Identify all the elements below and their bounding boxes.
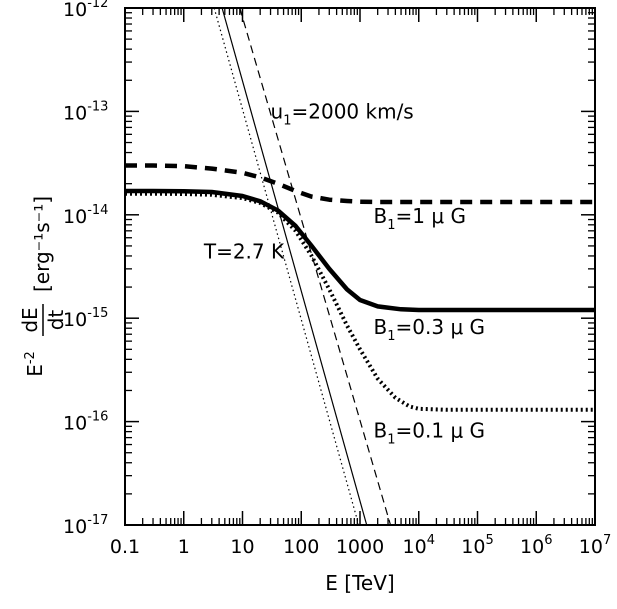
x-tick-label: 10	[230, 536, 254, 558]
annotation-symbol: u	[271, 100, 284, 124]
y-tick-label: 10-15	[63, 306, 108, 331]
annotation-subscript: 1	[283, 114, 291, 129]
x-tick-label: 100	[283, 536, 319, 558]
y-axis-title-units: [erg⁻¹s⁻¹]	[30, 196, 54, 292]
y-tick-label-base: 10	[63, 0, 87, 21]
series-line-dotted-thin	[213, 7, 360, 526]
y-tick-label: 10-16	[63, 410, 108, 435]
y-tick-label-exp: -15	[87, 306, 108, 321]
series-line-dashed-thin	[239, 7, 392, 526]
annotation-symbol: T=2.7 K	[203, 239, 285, 263]
y-tick-label-exp: -16	[87, 410, 108, 425]
series-line-solid-thin	[221, 7, 368, 526]
y-axis-title-denominator: dt	[44, 310, 68, 331]
y-tick-label-base: 10	[63, 102, 87, 124]
x-tick-label-base: 10	[403, 536, 427, 558]
y-tick-label: 10-12	[63, 0, 108, 21]
x-tick-label: 1	[178, 536, 190, 558]
y-axis-title-numerator: dE	[18, 307, 42, 332]
annotation-text: =2000 km/s	[291, 100, 413, 124]
y-axis-title-prefix: E-2	[23, 351, 47, 377]
series-layer	[125, 7, 595, 526]
annotation-b01: B1=0.1 μ G	[374, 419, 486, 448]
annotation-text: =1 μ G	[396, 204, 466, 228]
y-tick-label: 10-17	[63, 513, 108, 538]
x-tick-label-base: 10	[520, 536, 544, 558]
x-tick-label: 105	[461, 533, 493, 558]
x-tick-label-base: 10	[461, 536, 485, 558]
y-tick-label-exp: -12	[87, 0, 108, 11]
y-axis-title-prefix-base: E	[23, 364, 47, 377]
annotations-layer: u1=2000 km/sB1=1 μ GB1=0.3 μ GB1=0.1 μ G…	[203, 100, 485, 448]
annotation-subscript: 1	[387, 329, 395, 344]
annotation-symbol: B	[374, 419, 388, 443]
y-tick-label-base: 10	[63, 206, 87, 228]
annotation-subscript: 1	[387, 218, 395, 233]
x-axis-title: E [TeV]	[325, 571, 394, 595]
x-tick-label: 107	[579, 533, 611, 558]
y-tick-label-exp: -17	[87, 513, 108, 528]
x-tick-label-exp: 6	[544, 533, 552, 548]
annotation-subscript: 1	[387, 433, 395, 448]
y-tick-label: 10-14	[63, 203, 108, 228]
x-tick-label: 1000	[336, 536, 384, 558]
series-line-dashed-thick	[125, 163, 595, 205]
annotation-text: =0.3 μ G	[396, 315, 486, 339]
y-tick-label-exp: -14	[87, 203, 108, 218]
ticks-layer	[124, 7, 596, 526]
x-tick-label-base: 10	[579, 536, 603, 558]
x-tick-label: 104	[403, 533, 435, 558]
annotation-temp: T=2.7 K	[203, 239, 285, 263]
annotation-symbol: B	[374, 315, 388, 339]
plot-frame	[124, 7, 596, 526]
y-tick-label-base: 10	[63, 309, 87, 331]
y-axis-title-prefix-exp: -2	[23, 351, 38, 364]
series-line-solid-thick	[125, 188, 595, 313]
y-tick-label-base: 10	[63, 413, 87, 435]
x-tick-label-exp: 5	[485, 533, 493, 548]
annotation-symbol: B	[374, 204, 388, 228]
annotation-text: =0.1 μ G	[396, 419, 486, 443]
y-axis-title: E-2 dE dt [erg⁻¹s⁻¹]	[18, 196, 68, 377]
labels-layer: 0.1 1 10 100 1000 104 105 106 10710-1710-1610-15…	[63, 0, 611, 558]
y-tick-label-exp: -13	[87, 99, 108, 114]
annotation-b1: B1=1 μ G	[374, 204, 466, 233]
y-tick-label-base: 10	[63, 516, 87, 538]
annotation-u1: u1=2000 km/s	[271, 100, 414, 129]
x-tick-label: 106	[520, 533, 552, 558]
annotation-b03: B1=0.3 μ G	[374, 315, 486, 344]
x-tick-label-exp: 7	[603, 533, 611, 548]
x-tick-label-exp: 4	[427, 533, 435, 548]
series-line-dotted-thick	[125, 191, 595, 412]
y-tick-label: 10-13	[63, 99, 108, 124]
x-tick-label: 0.1	[110, 536, 140, 558]
